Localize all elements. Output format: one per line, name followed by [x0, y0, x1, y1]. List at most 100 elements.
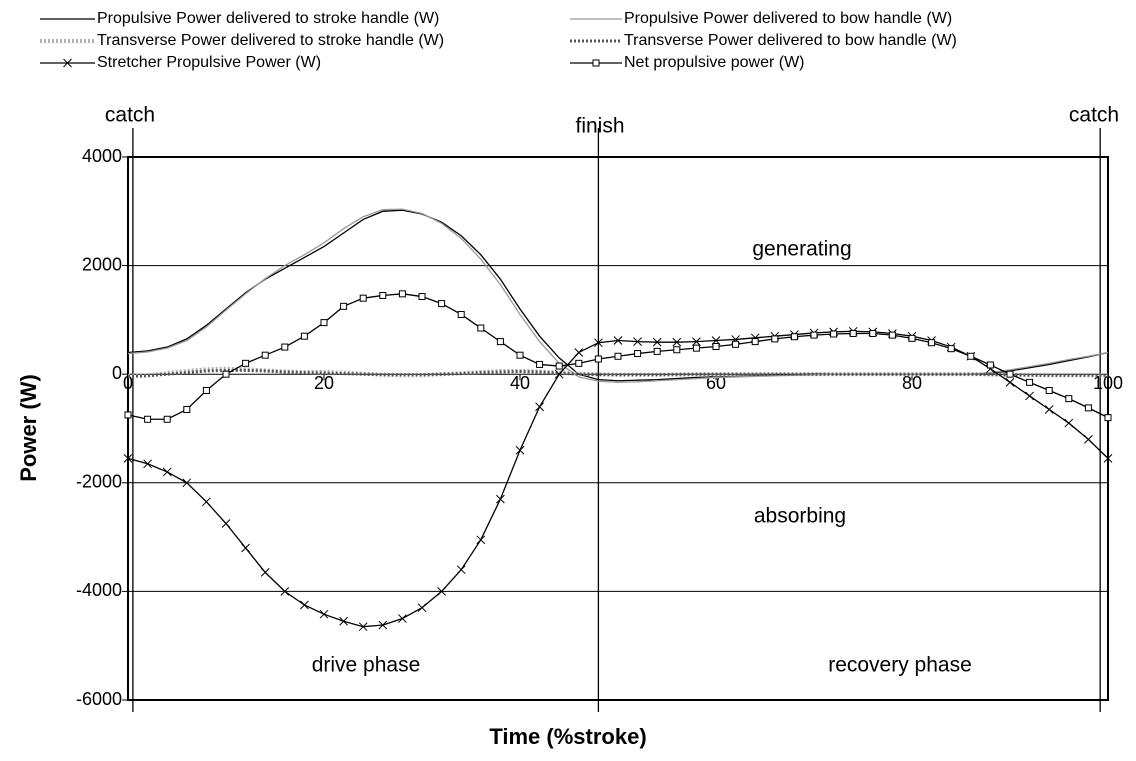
point — [849, 329, 857, 337]
point — [967, 352, 975, 360]
point — [280, 587, 290, 596]
y-tick-label: -6000 — [76, 689, 122, 709]
annotation: catch — [105, 104, 155, 127]
point — [1084, 435, 1093, 444]
point — [1044, 405, 1054, 414]
series-line — [127, 368, 1108, 378]
point — [398, 290, 406, 298]
point — [1104, 414, 1112, 422]
point — [555, 362, 563, 370]
point — [986, 361, 994, 369]
plot-frame — [127, 156, 1109, 701]
point — [672, 337, 682, 347]
point — [457, 310, 465, 318]
point — [652, 337, 662, 347]
point — [810, 331, 818, 339]
point — [594, 338, 603, 348]
point — [869, 329, 877, 337]
legend-marker — [592, 59, 600, 67]
point — [261, 351, 269, 359]
legend-label: Stretcher Propulsive Power (W) — [97, 54, 321, 71]
y-tick-label: 0 — [112, 363, 122, 383]
y-tick-label: 2000 — [82, 254, 122, 274]
point — [496, 494, 505, 504]
point — [319, 609, 329, 619]
point — [614, 352, 622, 360]
point — [1065, 395, 1073, 403]
point — [417, 603, 427, 613]
legend-marker — [63, 58, 72, 68]
annotation: catch — [1069, 104, 1119, 127]
point — [143, 459, 152, 469]
point — [830, 330, 838, 338]
x-tick-label: 0 — [123, 373, 133, 393]
point — [124, 411, 132, 419]
legend-item: Transverse Power delivered to bow handle… — [570, 32, 957, 49]
y-tick-label: 4000 — [82, 146, 122, 166]
point — [418, 293, 426, 301]
x-axis-title: Time (%stroke) — [489, 724, 646, 749]
point — [575, 359, 583, 367]
point — [1064, 418, 1074, 428]
legend-label: Propulsive Power delivered to bow handle… — [624, 10, 952, 27]
legend-label: Net propulsive power (W) — [624, 54, 805, 71]
point — [379, 291, 387, 299]
point — [123, 454, 133, 463]
point — [536, 360, 544, 368]
legend-label: Transverse Power delivered to bow handle… — [624, 32, 957, 49]
point — [634, 350, 642, 358]
point — [928, 339, 936, 347]
point — [222, 370, 230, 378]
point — [554, 369, 564, 379]
point — [340, 302, 348, 310]
point — [260, 568, 270, 577]
point — [712, 343, 720, 351]
point — [241, 543, 250, 553]
legend-label: Propulsive Power delivered to stroke han… — [97, 10, 439, 27]
annotation: drive phase — [312, 654, 421, 677]
point — [732, 340, 740, 348]
point — [1005, 377, 1015, 387]
legend-item: Propulsive Power delivered to bow handle… — [570, 10, 952, 27]
point — [888, 331, 896, 339]
point — [1103, 454, 1113, 463]
y-tick-label: -4000 — [76, 580, 122, 600]
point — [144, 415, 152, 423]
point — [162, 467, 172, 477]
legend-item: Transverse Power delivered to stroke han… — [40, 32, 444, 49]
point — [653, 347, 661, 355]
point — [281, 343, 289, 351]
point — [751, 338, 759, 346]
point — [692, 337, 701, 346]
point — [182, 478, 192, 488]
point — [339, 616, 348, 626]
point — [908, 334, 916, 342]
point — [516, 351, 524, 359]
point — [359, 294, 367, 302]
point — [673, 346, 681, 354]
legend-item: Stretcher Propulsive Power (W) — [40, 54, 321, 71]
legend-item: Propulsive Power delivered to stroke han… — [40, 10, 439, 27]
annotation: recovery phase — [828, 654, 972, 677]
point — [476, 535, 486, 545]
point — [515, 445, 525, 455]
point — [1045, 386, 1053, 394]
point — [163, 415, 171, 423]
x-tick-label: 20 — [314, 373, 334, 393]
point — [790, 333, 798, 341]
legend-item: Net propulsive power (W) — [570, 54, 805, 71]
point — [398, 614, 407, 623]
x-tick-label: 40 — [510, 373, 530, 393]
point — [1025, 391, 1034, 401]
point — [947, 345, 955, 353]
point — [221, 519, 231, 528]
point — [242, 359, 250, 367]
annotation: absorbing — [754, 505, 846, 528]
point — [438, 300, 446, 308]
point — [1084, 404, 1092, 412]
point — [613, 336, 623, 345]
point — [771, 335, 779, 343]
legend-label: Transverse Power delivered to stroke han… — [97, 32, 444, 49]
point — [1026, 378, 1034, 386]
